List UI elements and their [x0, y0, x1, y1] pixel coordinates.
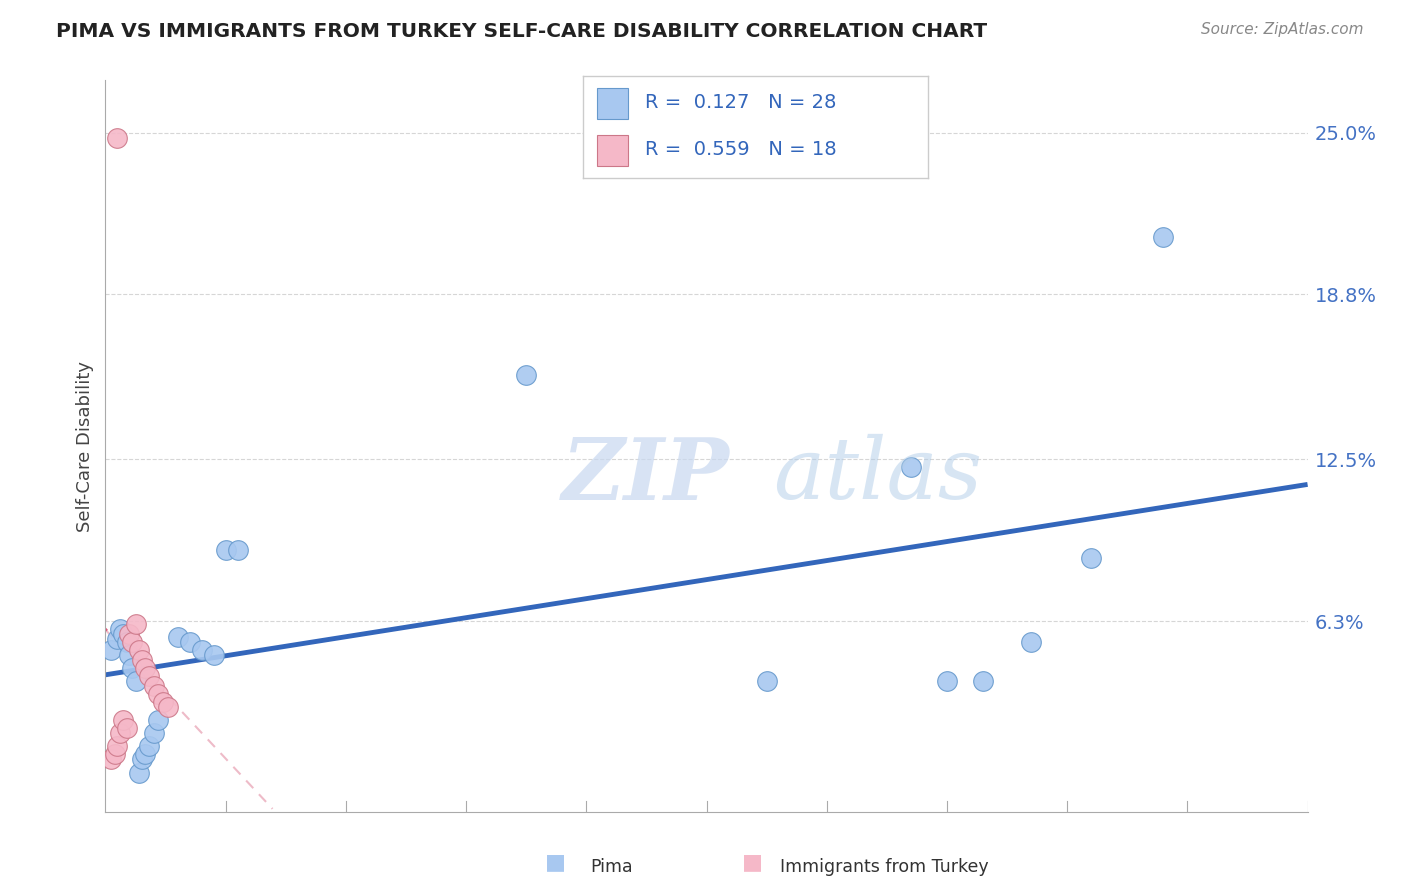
Text: ■: ■: [546, 853, 565, 872]
Text: ■: ■: [742, 853, 762, 872]
Point: [112, 627, 135, 641]
Bar: [598, 136, 628, 166]
Bar: [598, 88, 628, 119]
Point: [148, 714, 170, 728]
Text: PIMA VS IMMIGRANTS FROM TURKEY SELF-CARE DISABILITY CORRELATION CHART: PIMA VS IMMIGRANTS FROM TURKEY SELF-CARE…: [56, 22, 987, 41]
Point: [1019, 635, 1042, 649]
Point: [148, 687, 170, 701]
Point: [131, 752, 153, 766]
Point: [124, 616, 146, 631]
Point: [128, 765, 150, 780]
Point: [156, 700, 179, 714]
Point: [100, 642, 122, 657]
Text: Immigrants from Turkey: Immigrants from Turkey: [780, 858, 988, 876]
Point: [142, 679, 165, 693]
Point: [755, 674, 778, 689]
Point: [202, 648, 225, 662]
Point: [115, 635, 138, 649]
Text: ZIP: ZIP: [562, 434, 730, 517]
Point: [121, 661, 143, 675]
Point: [972, 674, 994, 689]
Y-axis label: Self-Care Disability: Self-Care Disability: [76, 360, 94, 532]
Point: [115, 721, 138, 735]
Text: atlas: atlas: [773, 434, 981, 516]
Point: [179, 635, 201, 649]
Point: [1152, 230, 1174, 244]
Text: Source: ZipAtlas.com: Source: ZipAtlas.com: [1201, 22, 1364, 37]
Point: [124, 674, 146, 689]
Point: [107, 130, 129, 145]
Text: R =  0.559   N = 18: R = 0.559 N = 18: [645, 140, 837, 159]
Point: [107, 632, 129, 647]
Point: [190, 642, 212, 657]
Point: [142, 726, 165, 740]
Point: [1080, 551, 1102, 566]
Point: [108, 622, 131, 636]
Point: [128, 642, 150, 657]
Point: [107, 739, 129, 754]
Point: [138, 669, 160, 683]
Text: Pima: Pima: [591, 858, 633, 876]
Point: [118, 648, 141, 662]
Point: [900, 459, 922, 474]
Point: [134, 661, 156, 675]
Point: [152, 695, 174, 709]
Point: [104, 747, 127, 762]
Point: [112, 714, 135, 728]
Point: [166, 630, 188, 644]
Point: [121, 635, 143, 649]
Point: [100, 752, 122, 766]
Point: [118, 627, 141, 641]
Point: [134, 747, 156, 762]
Point: [138, 739, 160, 754]
Point: [108, 726, 131, 740]
Text: R =  0.127   N = 28: R = 0.127 N = 28: [645, 93, 837, 112]
Point: [515, 368, 537, 383]
Point: [936, 674, 959, 689]
Point: [214, 543, 236, 558]
Point: [131, 653, 153, 667]
Point: [226, 543, 249, 558]
